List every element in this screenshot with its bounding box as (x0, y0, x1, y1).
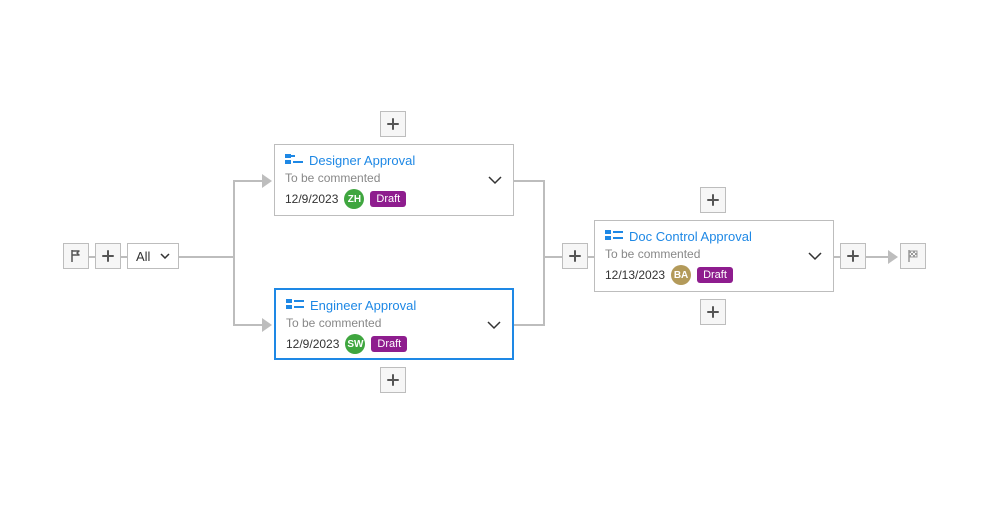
plus-icon (706, 193, 720, 207)
connector (543, 256, 563, 258)
task-card-engineer[interactable]: Engineer Approval To be commented 12/9/2… (274, 288, 514, 360)
assignee-avatar[interactable]: ZH (344, 189, 364, 209)
task-icon (286, 299, 304, 311)
connector (179, 256, 233, 258)
plus-icon (386, 117, 400, 131)
plus-icon (706, 305, 720, 319)
status-badge: Draft (370, 191, 406, 207)
task-icon (285, 154, 303, 166)
add-button[interactable] (95, 243, 121, 269)
task-card-doc-control[interactable]: Doc Control Approval To be commented 12/… (594, 220, 834, 292)
workflow-canvas[interactable]: All Designer Approval To be commented 12… (0, 0, 1000, 507)
add-above-button[interactable] (380, 111, 406, 137)
task-date: 12/9/2023 (285, 192, 338, 206)
assignee-avatar[interactable]: BA (671, 265, 691, 285)
task-title: Doc Control Approval (629, 229, 752, 244)
flag-icon (69, 249, 83, 263)
status-badge: Draft (697, 267, 733, 283)
connector (233, 324, 263, 326)
add-below-button[interactable] (380, 367, 406, 393)
plus-icon (386, 373, 400, 387)
add-above-button[interactable] (700, 187, 726, 213)
add-below-button[interactable] (700, 299, 726, 325)
add-button[interactable] (562, 243, 588, 269)
arrowhead-icon (262, 174, 272, 188)
connector (233, 180, 235, 326)
task-date: 12/9/2023 (286, 337, 339, 351)
caret-down-icon (160, 253, 170, 259)
task-subtitle: To be commented (285, 171, 503, 185)
branch-mode-dropdown[interactable]: All (127, 243, 179, 269)
task-subtitle: To be commented (286, 316, 502, 330)
plus-icon (568, 249, 582, 263)
chevron-down-icon[interactable] (487, 175, 503, 185)
task-icon (605, 230, 623, 242)
connector (233, 180, 263, 182)
plus-icon (846, 249, 860, 263)
task-title: Designer Approval (309, 153, 415, 168)
task-card-designer[interactable]: Designer Approval To be commented 12/9/2… (274, 144, 514, 216)
task-title: Engineer Approval (310, 298, 416, 313)
chevron-down-icon[interactable] (486, 320, 502, 330)
end-flag-button[interactable] (900, 243, 926, 269)
connector (514, 180, 543, 182)
connector (866, 256, 890, 258)
connector (514, 324, 543, 326)
task-subtitle: To be commented (605, 247, 823, 261)
plus-icon (101, 249, 115, 263)
status-badge: Draft (371, 336, 407, 352)
arrowhead-icon (262, 318, 272, 332)
assignee-avatar[interactable]: SW (345, 334, 365, 354)
flag-checkered-icon (906, 249, 920, 263)
add-button[interactable] (840, 243, 866, 269)
chevron-down-icon[interactable] (807, 251, 823, 261)
connector (543, 180, 545, 326)
arrowhead-icon (888, 250, 898, 264)
dropdown-label: All (136, 249, 150, 264)
start-flag-button[interactable] (63, 243, 89, 269)
task-date: 12/13/2023 (605, 268, 665, 282)
